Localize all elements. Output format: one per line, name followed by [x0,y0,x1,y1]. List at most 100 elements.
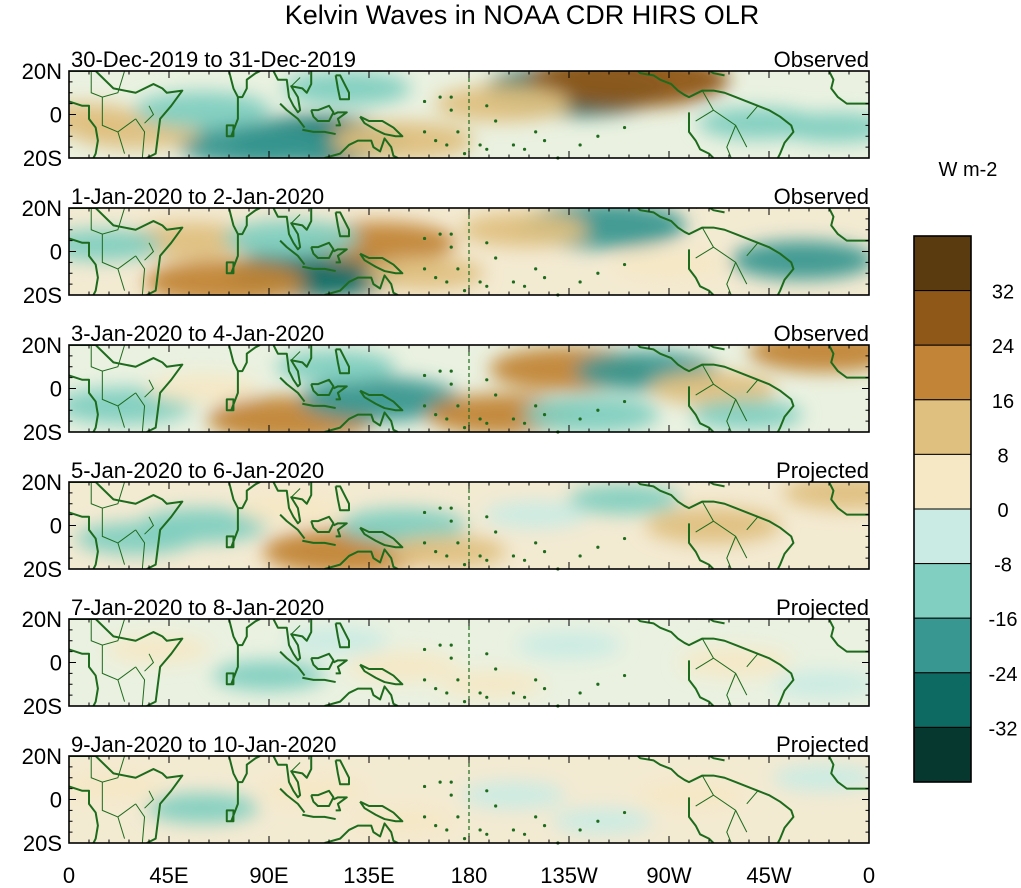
coastline [69,71,184,158]
anomaly-blob [134,91,271,129]
panel-status-label: Observed [774,47,869,72]
anomaly-blobs [75,482,869,569]
island-dot [456,130,460,134]
anomaly-blob [75,522,196,555]
island-outline [225,261,235,275]
anomaly-blob [523,396,660,432]
island-dot [434,139,438,143]
island-dot [596,819,600,823]
island-outline [225,398,235,412]
anomaly-blob [552,808,653,835]
panel-date-label: 9-Jan-2020 to 10-Jan-2020 [71,732,336,757]
islands [422,232,627,297]
island-dot [511,417,516,421]
border [726,673,737,706]
border [144,379,155,398]
island-dot [438,780,442,784]
coastline [334,622,350,649]
anomaly-blob [177,122,338,158]
border [135,392,146,432]
island-dot [478,143,482,147]
anomaly-blob [146,793,259,823]
island-dot [434,550,438,554]
border [101,234,136,270]
coastline [334,759,350,786]
coastline [69,648,99,706]
island-dot [622,810,627,815]
coastline [279,650,306,677]
panel-ticks [68,70,870,159]
island-dot [449,95,453,99]
border [695,657,714,670]
coastline [272,71,313,114]
island-dot [462,426,467,430]
coastline [828,482,869,516]
island-dot [449,780,453,784]
border [290,214,301,224]
anomaly-blob [346,652,459,682]
panel-date-label: 1-Jan-2020 to 2-Jan-2020 [71,184,324,209]
island-outline [225,809,235,823]
colorbar-swatch [913,399,972,455]
island-dot [485,104,489,108]
border [117,268,126,291]
island-dot [622,673,627,678]
colorbar-tick-label: 16 [992,391,1014,413]
y-tick-label: 20N [22,607,62,632]
coastline [828,71,869,105]
anomaly-blob [460,212,589,247]
anomaly-blob [645,507,782,544]
coastline [695,482,725,488]
coastline [272,345,313,388]
panel-ticks [68,481,870,570]
colorbar-swatch [913,617,972,674]
border [746,790,759,805]
y-tick-label: 20S [23,420,62,445]
y-tick-label: 20N [22,196,62,221]
panel-status-label: Observed [774,321,869,346]
island-dot [511,554,516,558]
island-dot [449,519,453,523]
border [135,118,146,158]
island-dot [622,399,627,404]
anomaly-blob [69,228,163,261]
island-dot [456,678,460,682]
island-dot [485,832,489,836]
x-tick-label: 45W [746,863,791,888]
coastline [359,663,404,686]
island-dot [449,369,453,373]
island-dot [434,413,438,417]
island-dot [622,262,627,267]
panel-status-label: Projected [776,595,869,620]
coastlines [69,756,869,843]
coastline [324,548,399,569]
island-dot [485,147,489,151]
coastline [279,102,306,129]
border [746,379,759,394]
border [290,77,301,87]
island-dot [534,815,538,819]
colorbar-tick-label: 24 [992,336,1014,358]
island-dot [596,271,600,275]
islands [422,95,627,160]
anomaly-blob [782,482,869,511]
border [695,794,714,807]
coastline [828,619,869,653]
coastline [228,619,261,647]
island-dot [456,541,460,545]
border [101,508,136,544]
colorbar-tick-label: -32 [989,718,1018,740]
colorbar-swatch [913,672,972,728]
colorbar-tick-label: 8 [997,445,1008,467]
anomaly-blob [613,249,725,280]
island-dot [422,541,427,545]
island-dot [494,393,498,397]
border [726,399,737,432]
coastline [302,539,336,547]
coastlines [69,208,869,295]
x-tick-label: 90E [249,863,288,888]
y-tick-label: 0 [50,514,62,539]
coastline [637,71,795,158]
border [746,516,759,531]
